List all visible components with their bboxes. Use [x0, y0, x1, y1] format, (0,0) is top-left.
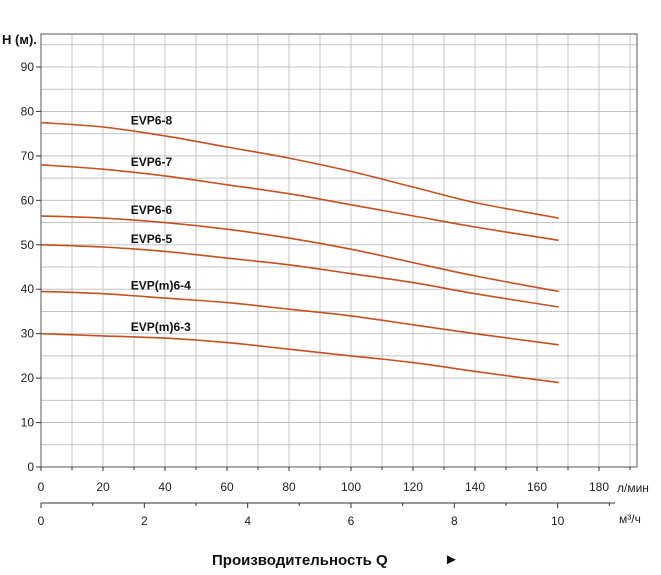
chart-grid	[41, 34, 637, 467]
x-axis-title: Производительность Q	[212, 552, 388, 569]
series-line-3	[40, 244, 559, 308]
x-unit-secondary: м³/ч	[619, 512, 641, 526]
y-axis-ticks: 0 10 20 30 40 50 60 70 80 90	[21, 60, 41, 474]
y-tick-label: 10	[21, 416, 35, 430]
series-label-3: EVP6-5	[131, 232, 173, 246]
y-tick-label: 60	[21, 193, 35, 207]
x-tick-label-primary: 140	[465, 480, 485, 494]
x-axis-primary-ticks: 0 20 40 60 80 100 120 140 160 180	[38, 467, 631, 494]
series-label-4: EVP(m)6-4	[131, 278, 191, 292]
x-tick-label-primary: 180	[589, 480, 609, 494]
y-tick-label: 90	[21, 60, 35, 74]
x-axis-title-arrow: ►	[444, 551, 459, 568]
series-label-5: EVP(m)6-3	[131, 320, 191, 334]
plot-frame	[40, 33, 638, 468]
series-label-1: EVP6-7	[131, 155, 173, 169]
y-tick-label: 20	[21, 371, 35, 385]
series-lines	[40, 121, 559, 384]
chart-axes	[40, 33, 638, 504]
x-tick-label-primary: 60	[220, 480, 234, 494]
y-axis-title: H (м).	[2, 32, 37, 47]
series-labels: EVP6-8 EVP6-7 EVP6-6 EVP6-5 EVP(m)6-4 EVP(m)6…	[131, 114, 191, 334]
series-label-2: EVP6-6	[131, 203, 173, 217]
y-tick-label: 70	[21, 149, 35, 163]
x-tick-label-primary: 40	[158, 480, 172, 494]
x-unit-primary: л/мин	[617, 481, 649, 495]
x-tick-label-secondary: 6	[348, 514, 355, 528]
series-line-1	[40, 164, 559, 242]
series-line-2	[40, 215, 559, 293]
x-tick-label-primary: 100	[341, 480, 361, 494]
x-tick-label-primary: 80	[282, 480, 296, 494]
x-tick-label-secondary: 2	[141, 514, 148, 528]
x-tick-label-secondary: 4	[244, 514, 251, 528]
x-tick-label-primary: 0	[38, 480, 45, 494]
y-tick-label: 50	[21, 238, 35, 252]
x-axis-secondary-ticks: 0 2 4 6 8 10	[38, 503, 610, 528]
y-tick-label: 30	[21, 327, 35, 341]
x-tick-label-primary: 120	[403, 480, 423, 494]
x-tick-label-primary: 20	[96, 480, 110, 494]
y-tick-label: 80	[21, 104, 35, 118]
series-line-5	[40, 332, 559, 384]
x-tick-label-secondary: 0	[38, 514, 45, 528]
series-label-0: EVP6-8	[131, 114, 173, 128]
series-line-0	[40, 121, 559, 219]
series-line-4	[40, 290, 559, 346]
x-tick-label-secondary: 8	[451, 514, 458, 528]
x-tick-label-primary: 160	[527, 480, 547, 494]
x-tick-label-secondary: 10	[551, 514, 565, 528]
y-tick-label: 0	[27, 460, 34, 474]
y-tick-label: 40	[21, 282, 35, 296]
